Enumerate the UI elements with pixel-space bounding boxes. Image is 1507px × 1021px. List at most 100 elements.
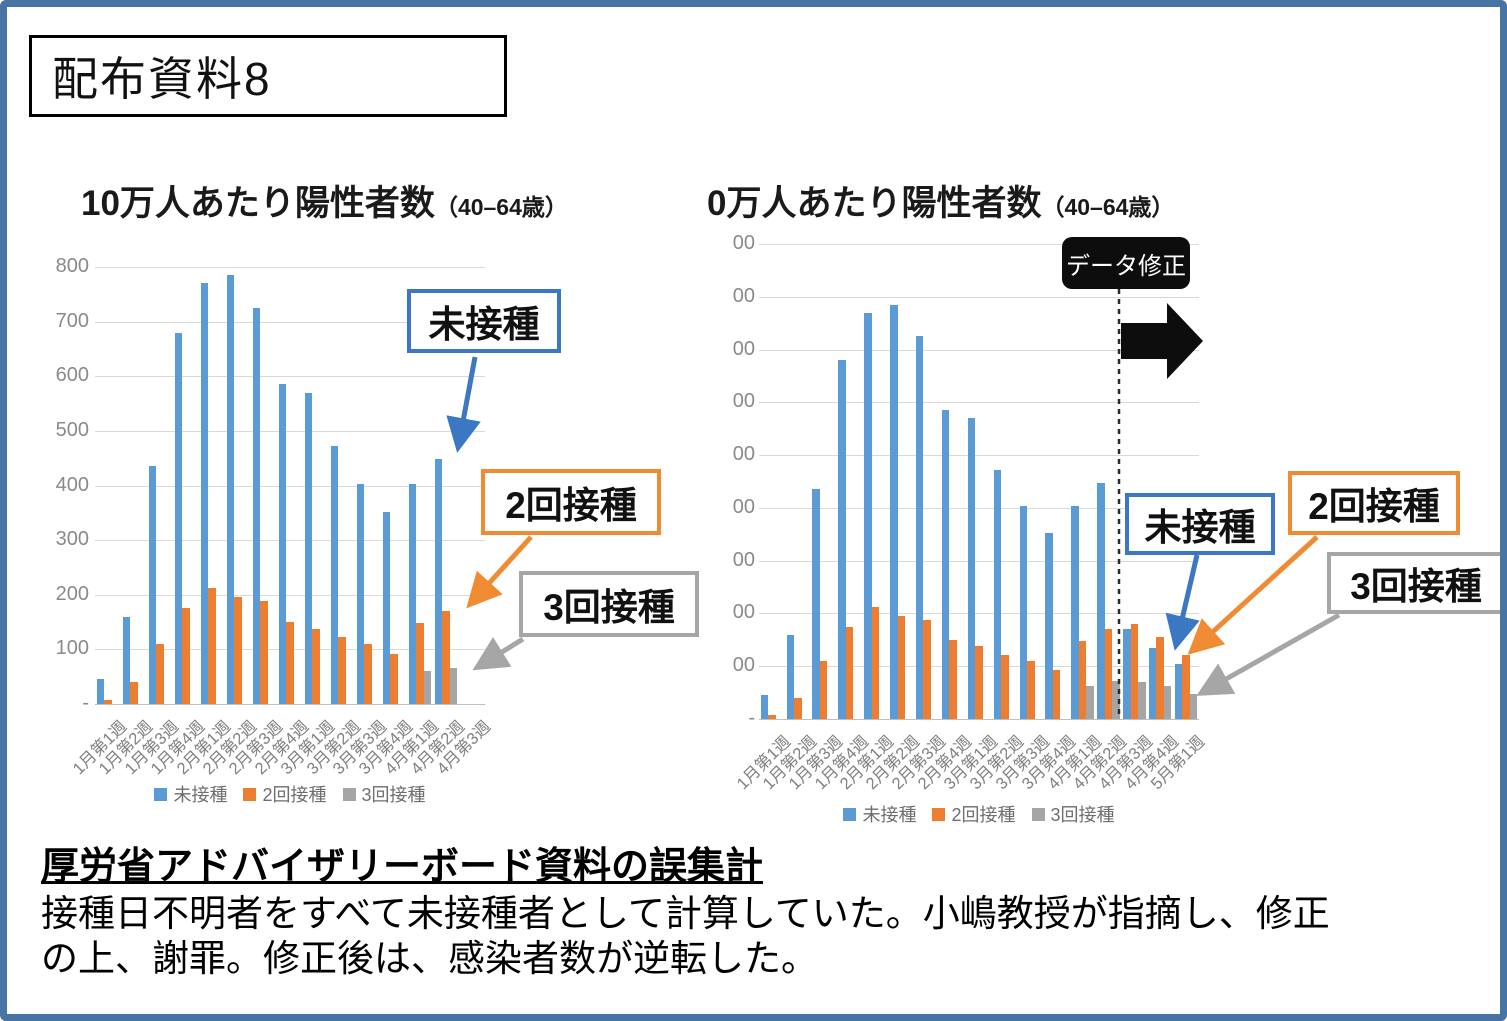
bar-未接種-4月第4週 — [1148, 647, 1157, 719]
y-axis-tick-label: 00 — [732, 390, 755, 413]
bar-2回接種-3月第1週 — [312, 628, 320, 704]
gridline — [95, 321, 485, 323]
y-axis-tick-label: 00 — [732, 284, 755, 307]
bar-未接種-1月第3週 — [812, 489, 820, 719]
page-title: 配布資料8 — [52, 53, 272, 105]
bar-2回接種-3月第1週 — [975, 646, 983, 719]
bar-未接種-1月第1週 — [760, 695, 769, 719]
gridline — [95, 376, 485, 378]
legend-label: 未接種 — [173, 785, 228, 805]
gridline — [95, 540, 485, 542]
gridline — [759, 613, 1199, 615]
bar-未接種-3月第1週 — [967, 418, 976, 719]
legend-label: 3回接種 — [1050, 805, 1115, 825]
bar-2回接種-4月第3週 — [1130, 624, 1139, 719]
bar-2回接種-4月第1週 — [1078, 640, 1087, 719]
right-three-dose-callout: 3回接種 — [1327, 552, 1500, 614]
bar-3回接種-4月第4週 — [1163, 686, 1172, 719]
gridline — [759, 244, 1199, 245]
gridline — [759, 507, 1199, 509]
gridline — [759, 296, 1199, 298]
gridline — [759, 455, 1199, 457]
bar-3回接種-4月第1週 — [1086, 686, 1094, 719]
bar-2回接種-1月第2週 — [130, 682, 138, 704]
bar-未接種-5月第1週 — [1174, 663, 1183, 719]
bar-2回接種-1月第1週 — [104, 699, 112, 704]
bar-未接種-2月第1週 — [864, 312, 872, 719]
left-three-dose-arrow-icon — [472, 636, 525, 671]
bar-3回接種-5月第1週 — [1189, 693, 1198, 719]
legend-label: 2回接種 — [951, 805, 1016, 825]
y-axis-tick-label: - — [82, 692, 89, 714]
bar-3回接種-4月第3週 — [1138, 682, 1146, 719]
left-chart-legend: 未接種 2回接種 3回接種 — [95, 781, 485, 807]
y-axis-tick-label: 500 — [55, 418, 89, 441]
header-title-box: 配布資料8 — [29, 35, 507, 117]
bar-2回接種-2月第2週 — [897, 616, 906, 719]
bar-2回接種-1月第4週 — [182, 608, 190, 704]
bar-未接種-4月第3週 — [1123, 629, 1131, 719]
legend-label: 2回接種 — [262, 785, 327, 805]
gridline — [759, 402, 1199, 404]
bar-未接種-2月第2週 — [890, 304, 898, 719]
y-axis-tick-label: 00 — [732, 601, 755, 624]
bar-2回接種-3月第3週 — [364, 643, 372, 704]
bar-2回接種-3月第4週 — [1052, 670, 1061, 719]
gridline — [95, 485, 485, 487]
bar-未接種-1月第3週 — [148, 466, 157, 704]
legend-label: 未接種 — [862, 805, 917, 825]
bar-2回接種-3月第4週 — [390, 653, 398, 704]
legend-item: 3回接種 — [342, 781, 426, 807]
bar-未接種-3月第4週 — [1045, 533, 1053, 719]
y-axis-tick-label: 300 — [55, 528, 89, 551]
bar-2回接種-4月第2週 — [442, 611, 450, 704]
bar-3回接種-4月第2週 — [1112, 681, 1120, 719]
bar-2回接種-2月第3週 — [923, 619, 931, 719]
bar-未接種-1月第1週 — [96, 679, 105, 704]
footer-line-2: の上、謝罪。修正後は、感染者数が逆転した。 — [41, 938, 818, 980]
left-three-dose-callout: 3回接種 — [519, 571, 699, 637]
y-axis-tick-label: 800 — [55, 255, 89, 277]
right-two-dose-callout: 2回接種 — [1288, 471, 1460, 535]
y-axis-tick-label: 00 — [732, 548, 755, 571]
legend-item: 未接種 — [843, 801, 916, 827]
bar-未接種-3月第4週 — [382, 511, 391, 704]
right-three-dose-arrow-icon — [1196, 612, 1341, 696]
bar-未接種-4月第2週 — [1097, 482, 1105, 719]
x-axis-line — [759, 719, 1199, 720]
bar-2回接種-4月第1週 — [416, 623, 424, 704]
gridline — [95, 594, 485, 596]
legend-item: 2回接種 — [243, 781, 327, 807]
y-axis-tick-label: 200 — [55, 582, 89, 605]
legend-swatch-icon — [1031, 807, 1045, 821]
bar-未接種-4月第1週 — [408, 483, 417, 704]
legend-swatch-icon — [843, 807, 857, 821]
bar-未接種-3月第2週 — [330, 446, 339, 704]
legend-swatch-icon — [342, 787, 356, 801]
bar-未接種-3月第3週 — [356, 483, 365, 704]
gridline — [759, 560, 1199, 562]
bar-2回接種-2月第3週 — [260, 601, 268, 704]
bar-3回接種-4月第2週 — [449, 667, 458, 704]
bar-未接種-2月第3週 — [252, 307, 261, 704]
x-axis-line — [95, 704, 485, 705]
right-unvaccinated-callout: 未接種 — [1125, 493, 1275, 555]
y-axis-tick-label: 100 — [55, 637, 89, 660]
bar-未接種-3月第3週 — [1019, 506, 1027, 719]
legend-swatch-icon — [154, 787, 168, 801]
bar-未接種-2月第2週 — [226, 275, 235, 704]
y-axis-tick-label: 00 — [732, 232, 755, 254]
bar-未接種-1月第2週 — [786, 634, 795, 719]
legend-label: 3回接種 — [361, 785, 426, 805]
left-two-dose-callout: 2回接種 — [481, 469, 661, 535]
right-chart-legend: 未接種 2回接種 3回接種 — [759, 801, 1199, 827]
bar-未接種-4月第1週 — [1071, 506, 1079, 719]
legend-swatch-icon — [932, 807, 946, 821]
bar-2回接種-1月第3週 — [819, 660, 828, 719]
bar-未接種-1月第2週 — [122, 616, 131, 704]
right-unvaccinated-arrow-icon — [1165, 554, 1200, 651]
bar-2回接種-3月第2週 — [338, 637, 346, 704]
legend-item: 3回接種 — [1031, 801, 1115, 827]
bar-未接種-1月第4週 — [838, 360, 846, 719]
